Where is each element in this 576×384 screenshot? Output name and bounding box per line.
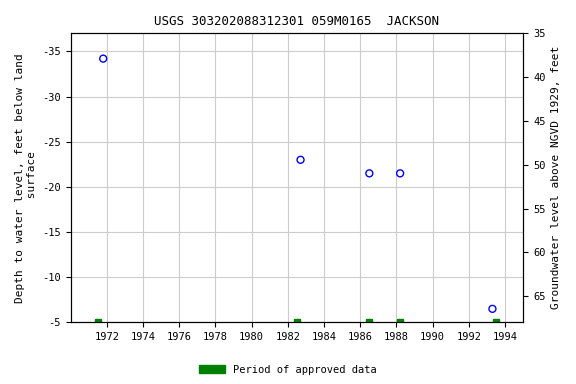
Point — [296, 157, 305, 163]
Y-axis label: Depth to water level, feet below land
 surface: Depth to water level, feet below land su… — [15, 53, 37, 303]
Point — [98, 56, 108, 62]
Y-axis label: Groundwater level above NGVD 1929, feet: Groundwater level above NGVD 1929, feet — [551, 46, 561, 310]
Legend: Period of approved data: Period of approved data — [195, 361, 381, 379]
Point — [365, 170, 374, 176]
Point — [396, 170, 405, 176]
Title: USGS 303202088312301 059M0165  JACKSON: USGS 303202088312301 059M0165 JACKSON — [154, 15, 439, 28]
Point — [488, 306, 497, 312]
